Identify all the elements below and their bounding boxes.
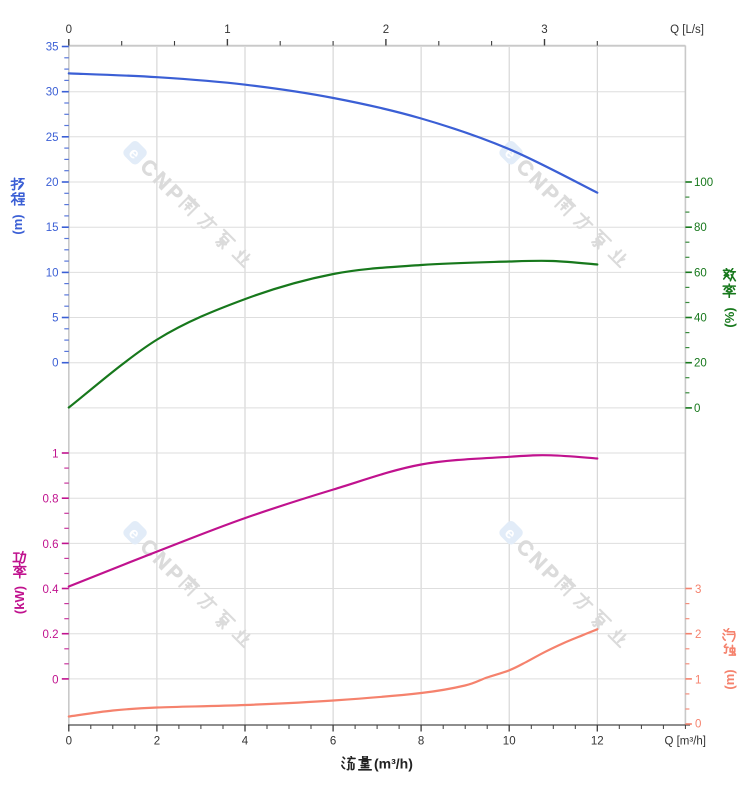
svg-text:10: 10 [503, 736, 516, 748]
svg-text:0: 0 [66, 736, 72, 748]
svg-text:5: 5 [52, 313, 58, 325]
svg-text:2: 2 [154, 736, 160, 748]
svg-text:20: 20 [46, 177, 59, 189]
svg-text:1: 1 [695, 674, 701, 686]
svg-text:0.2: 0.2 [43, 629, 59, 641]
svg-text:15: 15 [46, 222, 59, 234]
svg-text:0: 0 [694, 403, 700, 415]
svg-text:(%): (%) [722, 307, 737, 327]
svg-text:6: 6 [330, 736, 336, 748]
svg-text:3: 3 [541, 24, 547, 36]
svg-text:1: 1 [224, 24, 230, 36]
svg-text:10: 10 [46, 267, 59, 279]
svg-text:35: 35 [46, 42, 59, 54]
svg-text:60: 60 [694, 267, 707, 279]
svg-text:4: 4 [242, 736, 249, 748]
svg-text:2: 2 [695, 629, 701, 641]
svg-text:12: 12 [591, 736, 604, 748]
svg-text:0: 0 [52, 358, 58, 370]
svg-text:0: 0 [52, 674, 58, 686]
svg-text:80: 80 [694, 222, 707, 234]
svg-text:(m³/h): (m³/h) [374, 756, 413, 772]
svg-text:20: 20 [694, 358, 707, 370]
svg-text:0.6: 0.6 [43, 539, 59, 551]
svg-text:30: 30 [46, 87, 59, 99]
svg-text:100: 100 [694, 177, 713, 189]
svg-text:(m): (m) [10, 214, 25, 234]
svg-text:40: 40 [694, 313, 707, 325]
svg-text:(kW): (kW) [12, 586, 27, 614]
svg-text:Q [m³/h]: Q [m³/h] [664, 736, 706, 748]
svg-text:0.4: 0.4 [43, 584, 60, 596]
svg-text:25: 25 [46, 132, 59, 144]
svg-text:0: 0 [695, 719, 701, 731]
svg-text:Q [L/s]: Q [L/s] [670, 24, 704, 36]
svg-text:1: 1 [52, 449, 58, 461]
svg-text:3: 3 [695, 584, 701, 596]
svg-text:0: 0 [66, 24, 72, 36]
svg-text:8: 8 [418, 736, 424, 748]
svg-text:2: 2 [383, 24, 389, 36]
svg-text:0.8: 0.8 [43, 494, 59, 506]
svg-text:(m): (m) [722, 669, 737, 689]
